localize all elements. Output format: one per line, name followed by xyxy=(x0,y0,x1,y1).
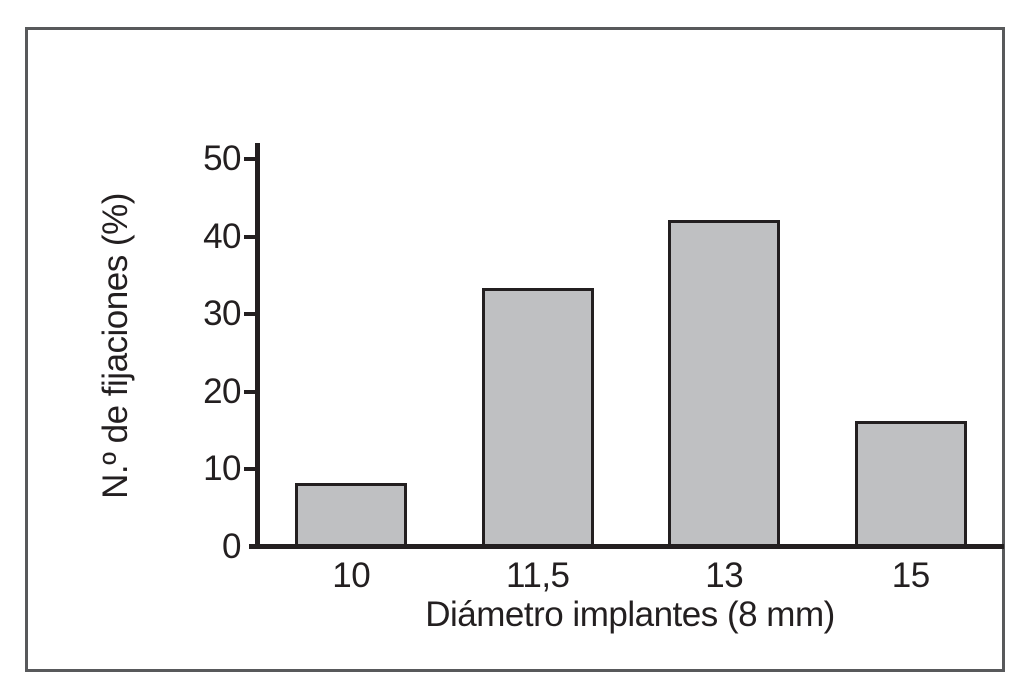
y-tick-label: 10 xyxy=(203,449,241,489)
y-tick-label: 40 xyxy=(203,216,241,256)
bar-10 xyxy=(295,482,408,547)
x-tick-label: 11,5 xyxy=(505,556,570,595)
x-axis-line xyxy=(249,544,1004,549)
x-tick-label: 10 xyxy=(332,556,371,595)
y-tick-mark xyxy=(244,312,256,317)
y-tick-label: 30 xyxy=(203,294,241,334)
bar-15 xyxy=(854,421,967,547)
y-tick-mark xyxy=(244,389,256,394)
bar-chart: N.º de fijaciones (%) 0 10 20 30 40 50 10 11,5… xyxy=(28,30,1004,669)
y-tick-label: 20 xyxy=(203,371,241,411)
y-tick-mark xyxy=(244,467,256,472)
bar-13 xyxy=(668,219,781,547)
y-axis-line xyxy=(255,143,260,549)
x-tick-label: 13 xyxy=(705,556,744,595)
x-axis-title: Diámetro implantes (8 mm) xyxy=(425,595,835,634)
y-tick-label: 50 xyxy=(203,139,241,178)
x-tick-label: 15 xyxy=(891,556,930,595)
y-tick-label: 0 xyxy=(222,527,241,566)
figure-frame: N.º de fijaciones (%) 0 10 20 30 40 50 10 11,5… xyxy=(25,27,1005,672)
bar-11,5 xyxy=(481,287,594,547)
y-tick-mark xyxy=(244,157,256,161)
y-tick-mark xyxy=(244,234,256,239)
y-axis-title: N.º de fijaciones (%) xyxy=(96,193,135,499)
